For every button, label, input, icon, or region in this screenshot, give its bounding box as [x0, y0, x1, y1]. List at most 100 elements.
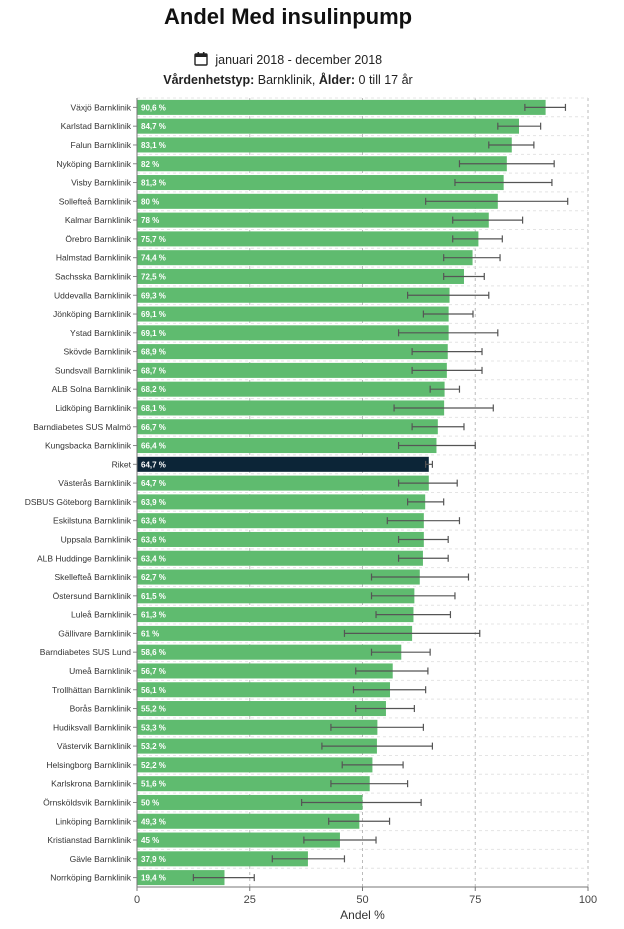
data-label: 61,5 %: [141, 592, 166, 601]
bar: [137, 381, 445, 397]
calendar-icon: [194, 52, 208, 69]
bar: [137, 175, 504, 191]
category-label: Kalmar Barnklinik: [65, 215, 132, 225]
bar: [137, 757, 373, 773]
bar: [137, 794, 363, 810]
category-label: Barndiabetes SUS Lund: [40, 647, 131, 657]
data-label: 80 %: [141, 197, 159, 206]
x-tick-label: 100: [579, 894, 597, 906]
category-label: Västerås Barnklinik: [58, 478, 132, 488]
category-label: Nyköping Barnklinik: [56, 159, 131, 169]
data-label: 52,2 %: [141, 761, 166, 770]
category-label: Östersund Barnklinik: [53, 591, 132, 601]
category-label: Visby Barnklinik: [71, 178, 132, 188]
category-label: Sundsvall Barnklinik: [55, 365, 132, 375]
data-label: 19,4 %: [141, 874, 166, 883]
bar: [137, 832, 340, 848]
category-label: Västervik Barnklinik: [57, 741, 132, 751]
data-label: 61,3 %: [141, 611, 166, 620]
data-label: 78 %: [141, 216, 159, 225]
bar: [137, 588, 415, 604]
data-label: 69,1 %: [141, 329, 166, 338]
category-label: Kristianstad Barnklinik: [47, 835, 131, 845]
filter-value-age: 0 till 17 år: [358, 73, 413, 87]
category-label: Växjö Barnklinik: [71, 102, 132, 112]
data-label: 64,7 %: [141, 460, 166, 469]
x-tick-label: 75: [469, 894, 481, 906]
page-title: Andel Med insulinpump: [164, 4, 413, 29]
category-label: Riket: [112, 459, 132, 469]
bar: [137, 870, 225, 886]
bar: [137, 287, 450, 303]
x-tick-label: 0: [134, 894, 140, 906]
bar: [137, 569, 420, 585]
data-label: 75,7 %: [141, 235, 166, 244]
bar: [137, 193, 498, 209]
category-label: Halmstad Barnklinik: [56, 253, 132, 263]
data-label: 63,6 %: [141, 535, 166, 544]
category-label: DSBUS Göteborg Barnklinik: [25, 497, 132, 507]
x-axis-label: Andel %: [340, 908, 385, 922]
category-label: Eskilstuna Barnklinik: [53, 516, 132, 526]
category-label: Örebro Barnklinik: [65, 234, 131, 244]
category-label: Karlstad Barnklinik: [61, 121, 132, 131]
bar: [137, 268, 464, 284]
category-label: Gällivare Barnklinik: [58, 628, 131, 638]
bar: [137, 362, 447, 378]
category-label: Ystad Barnklinik: [70, 328, 132, 338]
category-label: Örnsköldsvik Barnklinik: [43, 797, 132, 807]
bar: [137, 738, 377, 754]
bar: [137, 137, 512, 153]
filter-label-unit-type: Vårdenhetstyp:: [163, 73, 255, 87]
bar: [137, 118, 519, 134]
data-label: 37,9 %: [141, 855, 166, 864]
category-label: Gävle Barnklinik: [70, 854, 132, 864]
data-label: 82 %: [141, 160, 159, 169]
category-label: Hudiksvall Barnklinik: [53, 722, 132, 732]
data-label: 62,7 %: [141, 573, 166, 582]
bar: [137, 438, 437, 454]
data-label: 69,1 %: [141, 310, 166, 319]
category-label: Umeå Barnklinik: [69, 666, 132, 676]
data-label: 68,1 %: [141, 404, 166, 413]
bar: [137, 325, 449, 341]
bar: [137, 99, 546, 115]
x-tick-label: 25: [244, 894, 256, 906]
data-label: 53,3 %: [141, 723, 166, 732]
bar: [137, 701, 386, 717]
data-label: 90,6 %: [141, 103, 166, 112]
data-label: 68,7 %: [141, 366, 166, 375]
bar: [137, 494, 426, 510]
category-label: Norrköping Barnklinik: [50, 873, 132, 883]
category-label: Sachsska Barnklinik: [55, 271, 132, 281]
data-label: 84,7 %: [141, 122, 166, 131]
bar: [137, 250, 473, 266]
date-range-text: januari 2018 - december 2018: [215, 53, 383, 67]
bar: [137, 456, 429, 472]
data-label: 63,9 %: [141, 498, 166, 507]
bar: [137, 156, 507, 172]
data-label: 68,2 %: [141, 385, 166, 394]
data-label: 51,6 %: [141, 780, 166, 789]
data-label: 69,3 %: [141, 291, 166, 300]
bar: [137, 344, 448, 360]
bar: [137, 550, 423, 566]
bar: [137, 306, 449, 322]
category-label: Sollefteå Barnklinik: [59, 196, 132, 206]
category-label: Uppsala Barnklinik: [61, 534, 132, 544]
data-label: 45 %: [141, 836, 159, 845]
bar: [137, 419, 438, 435]
data-label: 61 %: [141, 629, 159, 638]
data-label: 56,7 %: [141, 667, 166, 676]
filter-label-age: Ålder:: [318, 73, 356, 87]
data-label: 50 %: [141, 798, 159, 807]
data-label: 53,2 %: [141, 742, 166, 751]
data-label: 83,1 %: [141, 141, 166, 150]
category-label: Helsingborg Barnklinik: [46, 760, 131, 770]
bar: [137, 682, 391, 698]
data-label: 49,3 %: [141, 817, 166, 826]
bar: [137, 607, 414, 623]
x-tick-label: 50: [356, 894, 368, 906]
filter-value-unit-type: Barnklinik,: [257, 73, 316, 87]
